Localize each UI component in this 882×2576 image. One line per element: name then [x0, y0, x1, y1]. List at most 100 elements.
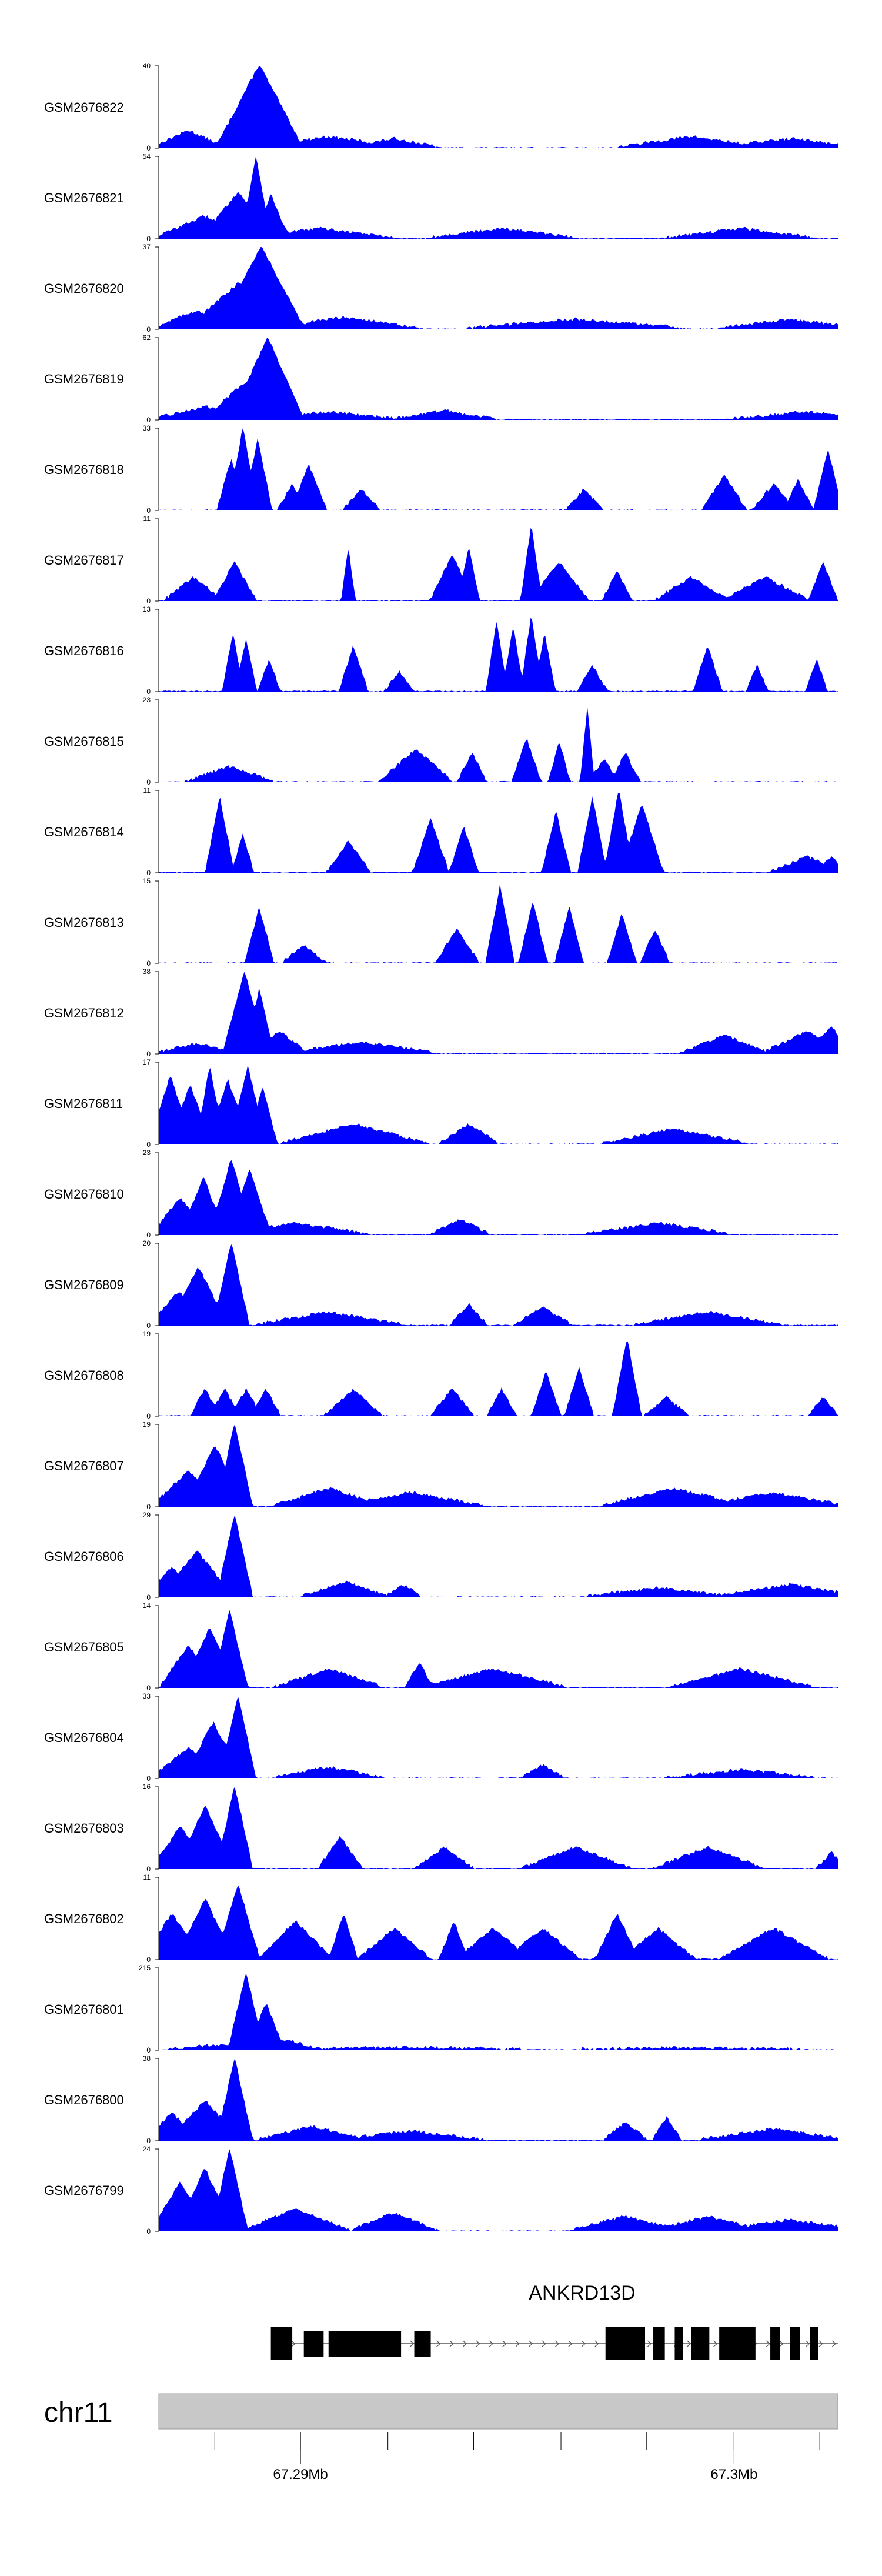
signal-area — [159, 66, 838, 148]
track-GSM2676814: GSM2676814 11 0 — [44, 786, 838, 877]
y-tick-label-max: 11 — [143, 1873, 151, 1881]
track-label: GSM2676819 — [44, 372, 124, 386]
signal-area — [159, 793, 838, 873]
track-label: GSM2676821 — [44, 191, 124, 205]
gene-exon — [653, 2327, 665, 2360]
strand-arrow — [436, 2340, 441, 2347]
y-tick-label-zero: 0 — [146, 1593, 151, 1601]
y-tick-label-max: 37 — [143, 243, 151, 251]
track-GSM2676806: GSM2676806 29 0 — [44, 1511, 838, 1601]
y-tick-label-max: 14 — [143, 1601, 151, 1610]
strand-arrow — [687, 2340, 691, 2347]
track-label: GSM2676820 — [44, 281, 124, 296]
track-GSM2676801: GSM2676801 215 0 — [44, 1964, 838, 2054]
y-tick-label-max: 29 — [143, 1511, 151, 1519]
y-tick-label-zero: 0 — [146, 1865, 151, 1873]
track-label: GSM2676803 — [44, 1821, 124, 1836]
track-GSM2676805: GSM2676805 14 0 — [44, 1601, 838, 1692]
gene-annotation-track: ANKRD13D — [270, 2282, 838, 2360]
signal-tracks: GSM2676822400GSM2676821540GSM2676820370G… — [44, 62, 838, 2235]
y-tick-label-zero: 0 — [146, 2227, 151, 2235]
track-label: GSM2676802 — [44, 1911, 124, 1926]
track-GSM2676821: GSM2676821 54 0 — [44, 152, 838, 243]
y-tick-label-zero: 0 — [146, 869, 151, 877]
signal-area — [159, 338, 838, 420]
track-GSM2676822: GSM2676822 40 0 — [44, 62, 838, 152]
y-tick-label-max: 24 — [143, 2145, 151, 2153]
axis-tick-label: 67.29Mb — [273, 2467, 328, 2482]
chromosome-band — [158, 2393, 838, 2430]
y-tick-label-zero: 0 — [146, 1503, 151, 1511]
y-tick-label-max: 215 — [139, 1964, 151, 1972]
strand-arrow — [555, 2340, 560, 2347]
signal-area — [159, 617, 838, 692]
signal-area — [159, 706, 838, 782]
strand-arrow — [502, 2340, 507, 2347]
signal-area — [159, 1065, 838, 1144]
signal-area — [159, 528, 838, 601]
strand-arrow — [476, 2340, 480, 2347]
track-label: GSM2676816 — [44, 643, 124, 658]
signal-area — [159, 1160, 838, 1235]
track-label: GSM2676815 — [44, 734, 124, 749]
y-tick-label-max: 23 — [143, 1149, 151, 1157]
signal-area — [159, 428, 838, 510]
signal-area — [159, 1787, 838, 1869]
y-tick-label-zero: 0 — [146, 959, 151, 967]
track-label: GSM2676813 — [44, 915, 124, 930]
track-label: GSM2676814 — [44, 825, 124, 839]
y-tick-label-zero: 0 — [146, 778, 151, 786]
strand-arrow — [581, 2340, 586, 2347]
track-GSM2676813: GSM2676813 15 0 — [44, 877, 838, 967]
y-tick-label-max: 33 — [143, 424, 151, 432]
track-label: GSM2676808 — [44, 1368, 124, 1383]
gene-exon — [303, 2331, 324, 2357]
track-GSM2676820: GSM2676820 37 0 — [44, 243, 838, 333]
signal-area — [159, 884, 838, 963]
track-GSM2676816: GSM2676816 13 0 — [44, 605, 838, 696]
genome-coordinate-axis: 67.29Mb 67.3Mb — [214, 2432, 820, 2482]
track-GSM2676804: GSM2676804 33 0 — [44, 1692, 838, 1783]
y-tick-label-zero: 0 — [146, 1412, 151, 1420]
track-GSM2676809: GSM2676809 20 0 — [44, 1239, 838, 1330]
strand-arrow — [515, 2340, 520, 2347]
axis-tick-label: 67.3Mb — [710, 2467, 757, 2482]
signal-area — [159, 1973, 838, 2050]
y-tick-label-max: 15 — [143, 877, 151, 885]
y-tick-label-max: 19 — [143, 1420, 151, 1429]
chromosome-label: chr11 — [44, 2397, 113, 2428]
signal-area — [159, 247, 838, 329]
y-tick-label-max: 38 — [143, 2054, 151, 2063]
y-tick-label-zero: 0 — [146, 597, 151, 605]
strand-arrow — [291, 2340, 296, 2347]
signal-area — [159, 1885, 838, 1960]
gene-exon — [790, 2327, 800, 2360]
track-label: GSM2676822 — [44, 100, 124, 115]
strand-arrow — [489, 2340, 494, 2347]
track-label: GSM2676806 — [44, 1549, 124, 1564]
track-label: GSM2676799 — [44, 2183, 124, 2198]
signal-area — [159, 1244, 838, 1326]
y-tick-label-max: 23 — [143, 696, 151, 704]
y-tick-label-max: 17 — [143, 1058, 151, 1066]
y-tick-label-zero: 0 — [146, 1956, 151, 1964]
strand-arrow — [529, 2340, 533, 2347]
track-label: GSM2676807 — [44, 1459, 124, 1473]
y-tick-label-max: 54 — [143, 152, 151, 161]
y-tick-label-zero: 0 — [146, 1140, 151, 1149]
track-GSM2676803: GSM2676803 16 0 — [44, 1783, 838, 1873]
y-tick-label-max: 13 — [143, 605, 151, 613]
y-tick-label-zero: 0 — [146, 688, 151, 696]
strand-arrow — [449, 2340, 454, 2347]
gene-exon — [674, 2327, 683, 2360]
track-GSM2676818: GSM2676818 33 0 — [44, 424, 838, 515]
strand-arrow — [832, 2340, 837, 2347]
y-tick-label-zero: 0 — [146, 235, 151, 243]
y-tick-label-max: 62 — [143, 333, 151, 342]
strand-arrow — [410, 2340, 415, 2347]
signal-area — [159, 1696, 838, 1778]
y-tick-label-zero: 0 — [146, 416, 151, 424]
gene-exon — [270, 2327, 293, 2360]
track-GSM2676799: GSM2676799 24 0 — [44, 2145, 838, 2235]
